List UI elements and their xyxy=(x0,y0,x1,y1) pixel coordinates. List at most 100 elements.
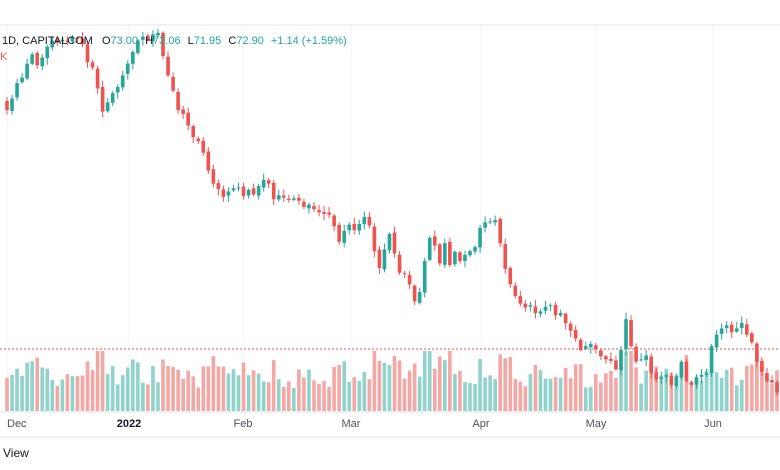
candle-body[interactable] xyxy=(100,87,105,112)
candle-body[interactable] xyxy=(171,76,175,91)
candle-body[interactable] xyxy=(739,322,744,328)
candle-body[interactable] xyxy=(151,34,155,42)
candle-body[interactable] xyxy=(20,77,24,83)
candle-body[interactable] xyxy=(372,226,377,252)
candle-body[interactable] xyxy=(750,333,754,343)
candle-body[interactable] xyxy=(25,63,29,79)
candle-body[interactable] xyxy=(619,350,623,370)
candle-body[interactable] xyxy=(357,223,362,231)
candle-body[interactable] xyxy=(755,343,759,362)
candle-body[interactable] xyxy=(30,54,34,64)
candle-body[interactable] xyxy=(176,92,180,111)
candle-body[interactable] xyxy=(342,230,346,243)
candle-body[interactable] xyxy=(186,112,190,126)
candle-body[interactable] xyxy=(115,86,120,93)
candle-body[interactable] xyxy=(664,374,669,377)
candle-body[interactable] xyxy=(538,311,543,314)
candle-body[interactable] xyxy=(292,198,296,200)
candle-body[interactable] xyxy=(568,323,573,331)
candle-body[interactable] xyxy=(684,361,689,382)
candle-body[interactable] xyxy=(312,206,316,210)
candle-body[interactable] xyxy=(760,360,764,372)
candle-body[interactable] xyxy=(614,360,618,370)
candle-body[interactable] xyxy=(528,305,533,307)
candle-body[interactable] xyxy=(624,319,628,350)
candle-body[interactable] xyxy=(604,356,608,360)
candle-body[interactable] xyxy=(578,339,583,351)
candle-body[interactable] xyxy=(382,249,387,270)
candle-body[interactable] xyxy=(654,372,659,380)
candle-body[interactable] xyxy=(287,198,291,200)
candle-body[interactable] xyxy=(146,35,150,40)
candle-body[interactable] xyxy=(35,52,39,66)
candle-body[interactable] xyxy=(453,251,457,265)
candle-body[interactable] xyxy=(5,100,9,111)
candle-body[interactable] xyxy=(599,350,603,357)
candle-body[interactable] xyxy=(463,254,467,261)
candle-body[interactable] xyxy=(110,93,115,103)
candle-body[interactable] xyxy=(699,374,704,377)
candle-body[interactable] xyxy=(231,188,236,191)
candle-body[interactable] xyxy=(553,304,558,316)
candle-body[interactable] xyxy=(281,195,286,198)
candle-body[interactable] xyxy=(744,324,749,335)
candle-body[interactable] xyxy=(211,169,216,184)
candle-body[interactable] xyxy=(770,380,774,383)
candle-body[interactable] xyxy=(271,182,276,200)
candle-body[interactable] xyxy=(377,249,382,269)
candle-body[interactable] xyxy=(161,32,165,56)
candle-body[interactable] xyxy=(473,247,477,252)
candle-body[interactable] xyxy=(594,345,598,350)
candle-body[interactable] xyxy=(714,334,719,348)
candle-body[interactable] xyxy=(729,324,734,333)
candle-body[interactable] xyxy=(427,237,432,260)
candle-body[interactable] xyxy=(669,376,674,385)
candle-body[interactable] xyxy=(417,292,422,303)
candle-body[interactable] xyxy=(141,36,145,40)
candle-body[interactable] xyxy=(533,306,538,313)
candle-body[interactable] xyxy=(156,32,160,36)
candle-body[interactable] xyxy=(65,40,70,43)
candle-body[interactable] xyxy=(201,140,206,153)
candle-body[interactable] xyxy=(221,189,226,197)
candle-body[interactable] xyxy=(548,305,553,307)
candle-body[interactable] xyxy=(588,343,593,348)
candle-body[interactable] xyxy=(387,233,392,251)
candle-body[interactable] xyxy=(503,244,508,269)
candle-body[interactable] xyxy=(80,38,85,45)
candle-body[interactable] xyxy=(327,212,331,215)
candle-body[interactable] xyxy=(498,218,503,244)
candle-body[interactable] xyxy=(85,44,90,63)
candle-body[interactable] xyxy=(443,243,447,265)
candle-body[interactable] xyxy=(412,285,417,302)
candle-body[interactable] xyxy=(15,83,19,98)
candle-body[interactable] xyxy=(724,325,729,328)
candle-body[interactable] xyxy=(196,138,201,142)
candle-body[interactable] xyxy=(634,346,638,362)
candle-body[interactable] xyxy=(206,151,211,171)
candle-body[interactable] xyxy=(644,355,648,360)
candle-body[interactable] xyxy=(448,241,452,265)
candle-body[interactable] xyxy=(367,216,372,226)
candle-body[interactable] xyxy=(508,268,513,285)
candle-body[interactable] xyxy=(392,232,397,254)
candle-body[interactable] xyxy=(609,358,613,361)
candle-body[interactable] xyxy=(639,359,643,361)
candle-body[interactable] xyxy=(70,36,75,42)
candle-body[interactable] xyxy=(322,211,326,214)
candle-body[interactable] xyxy=(60,39,65,42)
candle-body[interactable] xyxy=(765,373,769,382)
candle-body[interactable] xyxy=(302,201,306,207)
candle-body[interactable] xyxy=(352,224,357,231)
candle-body[interactable] xyxy=(573,330,578,339)
candle-body[interactable] xyxy=(478,227,482,248)
candle-body[interactable] xyxy=(689,382,694,385)
candle-body[interactable] xyxy=(438,244,442,264)
candle-body[interactable] xyxy=(468,251,472,256)
candle-body[interactable] xyxy=(40,57,45,67)
candle-body[interactable] xyxy=(261,179,266,188)
candle-body[interactable] xyxy=(679,361,684,378)
candle-body[interactable] xyxy=(432,236,437,246)
candle-body[interactable] xyxy=(45,46,50,59)
